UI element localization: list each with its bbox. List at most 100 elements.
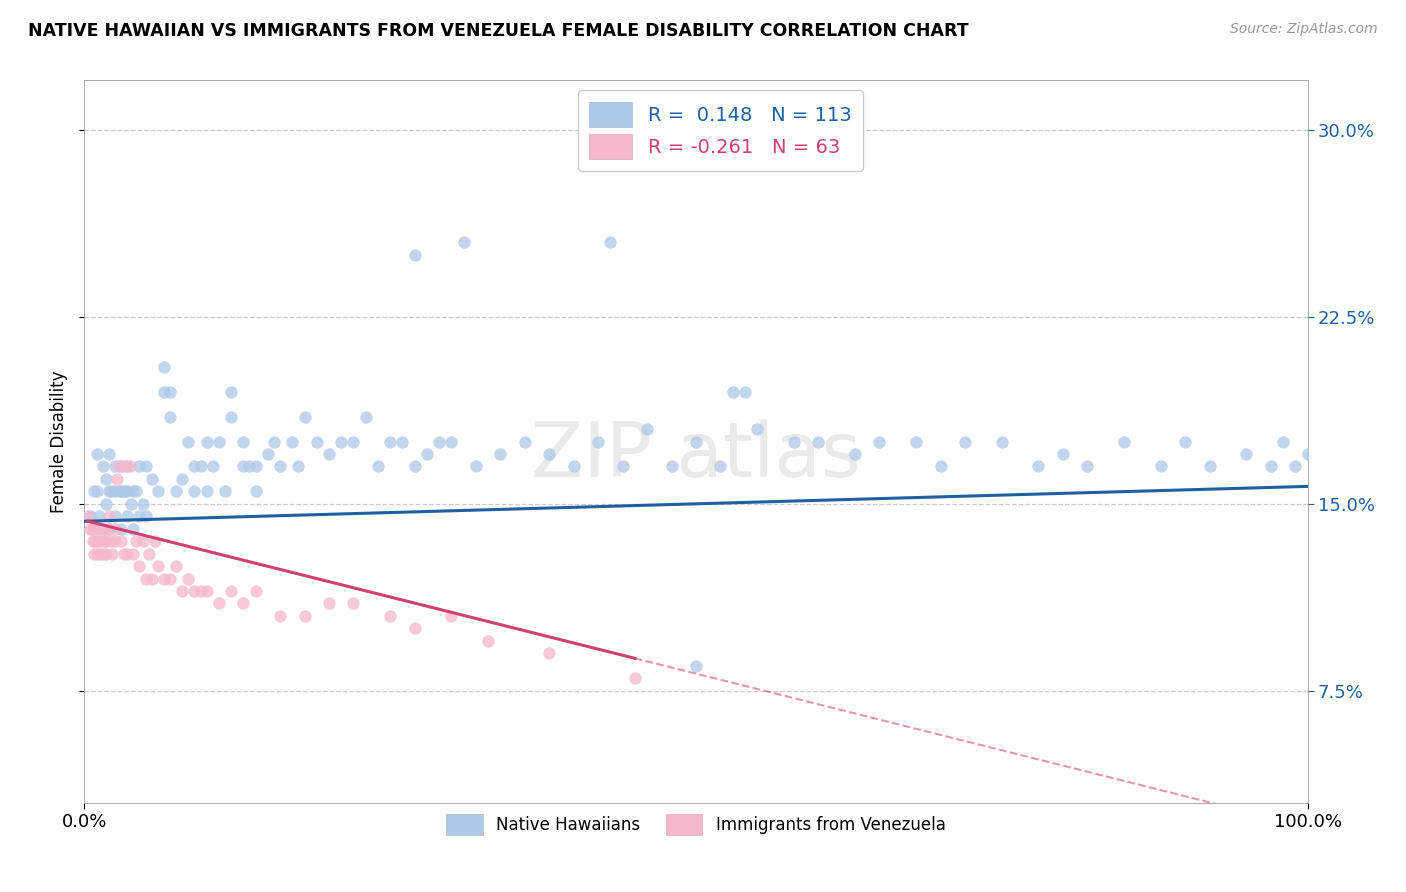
Point bbox=[112, 484, 135, 499]
Point bbox=[97, 447, 120, 461]
Point bbox=[380, 609, 402, 624]
Point bbox=[404, 459, 426, 474]
Point bbox=[97, 509, 120, 524]
Point bbox=[87, 509, 110, 524]
Point bbox=[79, 509, 101, 524]
Point bbox=[118, 459, 141, 474]
Point bbox=[183, 459, 205, 474]
Point bbox=[661, 459, 683, 474]
Point bbox=[263, 434, 285, 449]
Point bbox=[905, 434, 928, 449]
Text: ZIP atlas: ZIP atlas bbox=[531, 419, 860, 493]
Point bbox=[245, 459, 267, 474]
Point bbox=[844, 447, 866, 461]
Point bbox=[245, 484, 267, 499]
Point bbox=[599, 235, 621, 250]
Point bbox=[104, 459, 127, 474]
Point bbox=[97, 522, 120, 536]
Point bbox=[165, 484, 187, 499]
Point bbox=[208, 434, 231, 449]
Point bbox=[1284, 459, 1306, 474]
Point bbox=[86, 484, 108, 499]
Point bbox=[869, 434, 891, 449]
Point bbox=[391, 434, 413, 449]
Y-axis label: Female Disability: Female Disability bbox=[51, 370, 69, 513]
Point bbox=[354, 409, 377, 424]
Point bbox=[115, 509, 138, 524]
Legend: Native Hawaiians, Immigrants from Venezuela: Native Hawaiians, Immigrants from Venezu… bbox=[440, 808, 952, 841]
Point bbox=[93, 522, 115, 536]
Point bbox=[159, 384, 181, 399]
Point bbox=[132, 497, 155, 511]
Point bbox=[219, 384, 242, 399]
Point bbox=[122, 484, 145, 499]
Point bbox=[115, 459, 138, 474]
Point bbox=[97, 522, 120, 536]
Point bbox=[1114, 434, 1136, 449]
Point bbox=[232, 459, 254, 474]
Point bbox=[86, 534, 108, 549]
Point bbox=[636, 422, 658, 436]
Point bbox=[1198, 459, 1220, 474]
Point bbox=[122, 522, 145, 536]
Point bbox=[1296, 447, 1319, 461]
Point bbox=[562, 459, 585, 474]
Point bbox=[138, 547, 160, 561]
Point bbox=[709, 459, 731, 474]
Point bbox=[135, 459, 157, 474]
Point bbox=[104, 534, 127, 549]
Point bbox=[87, 534, 110, 549]
Point bbox=[287, 459, 309, 474]
Point bbox=[100, 484, 122, 499]
Point bbox=[153, 359, 176, 374]
Point bbox=[416, 447, 439, 461]
Point bbox=[783, 434, 806, 449]
Point bbox=[281, 434, 304, 449]
Point bbox=[1272, 434, 1295, 449]
Point bbox=[177, 434, 200, 449]
Point bbox=[141, 572, 163, 586]
Point bbox=[172, 472, 194, 486]
Point bbox=[685, 658, 707, 673]
Point bbox=[440, 434, 463, 449]
Point bbox=[96, 534, 118, 549]
Point bbox=[112, 547, 135, 561]
Point bbox=[91, 522, 114, 536]
Point bbox=[146, 559, 169, 574]
Point bbox=[929, 459, 952, 474]
Point bbox=[177, 572, 200, 586]
Point bbox=[404, 248, 426, 262]
Point bbox=[135, 572, 157, 586]
Point bbox=[721, 384, 744, 399]
Point bbox=[115, 547, 138, 561]
Point bbox=[135, 509, 157, 524]
Point bbox=[86, 447, 108, 461]
Point bbox=[128, 509, 150, 524]
Point bbox=[477, 633, 499, 648]
Point bbox=[238, 459, 260, 474]
Point bbox=[87, 522, 110, 536]
Point bbox=[91, 459, 114, 474]
Point bbox=[115, 484, 138, 499]
Point bbox=[1052, 447, 1074, 461]
Point bbox=[269, 459, 291, 474]
Point bbox=[538, 447, 561, 461]
Point bbox=[1076, 459, 1098, 474]
Text: NATIVE HAWAIIAN VS IMMIGRANTS FROM VENEZUELA FEMALE DISABILITY CORRELATION CHART: NATIVE HAWAIIAN VS IMMIGRANTS FROM VENEZ… bbox=[28, 22, 969, 40]
Point bbox=[110, 534, 132, 549]
Point bbox=[146, 484, 169, 499]
Text: Source: ZipAtlas.com: Source: ZipAtlas.com bbox=[1230, 22, 1378, 37]
Point bbox=[269, 609, 291, 624]
Point bbox=[172, 584, 194, 599]
Point bbox=[624, 671, 647, 685]
Point bbox=[105, 472, 128, 486]
Point bbox=[489, 447, 512, 461]
Point bbox=[367, 459, 389, 474]
Point bbox=[183, 484, 205, 499]
Point bbox=[219, 409, 242, 424]
Point bbox=[201, 459, 224, 474]
Point bbox=[83, 547, 105, 561]
Point bbox=[125, 484, 148, 499]
Point bbox=[219, 584, 242, 599]
Point bbox=[1260, 459, 1282, 474]
